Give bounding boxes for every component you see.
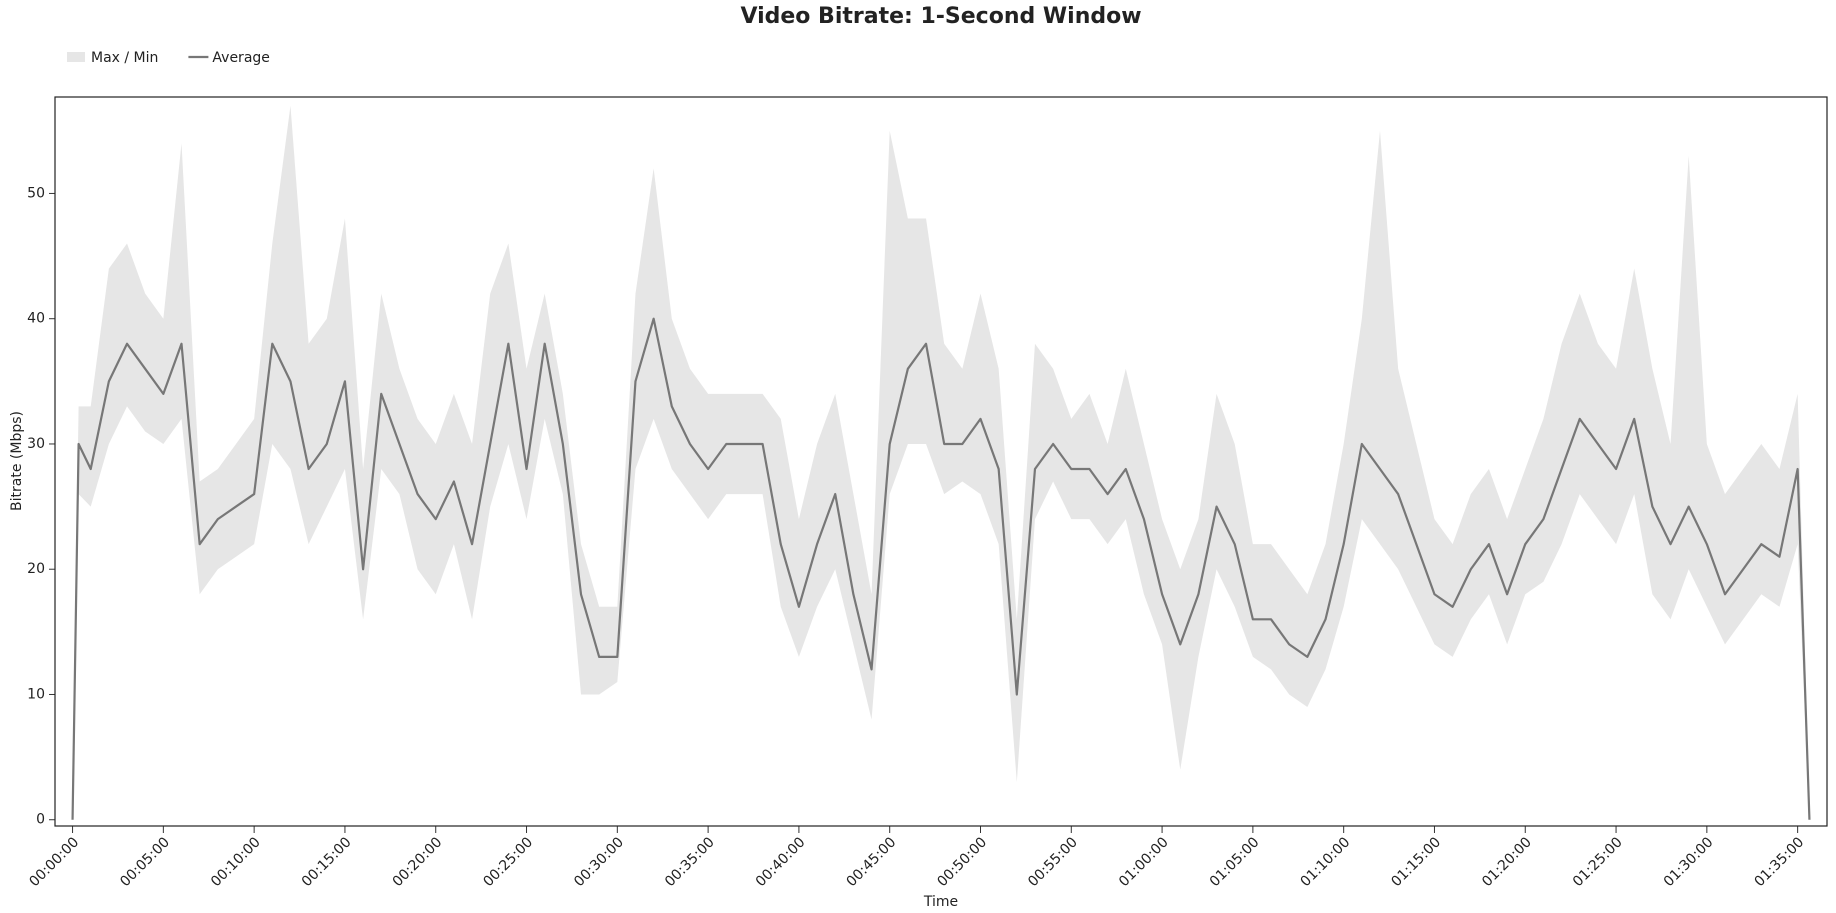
x-axis-label: Time [923, 894, 958, 910]
x-tick-label: 01:20:00 [1479, 834, 1535, 890]
x-tick-label: 01:35:00 [1752, 834, 1808, 890]
x-tick-label: 00:00:00 [26, 834, 82, 890]
x-tick-label: 00:45:00 [844, 834, 900, 890]
y-tick-label: 40 [27, 311, 45, 327]
y-tick-label: 50 [27, 185, 45, 201]
y-axis-label: Bitrate (Mbps) [9, 411, 25, 511]
x-tick-label: 00:20:00 [390, 834, 446, 890]
y-tick-label: 10 [27, 686, 45, 702]
legend-label: Average [212, 50, 270, 66]
x-tick-label: 01:30:00 [1661, 834, 1717, 890]
chart-title: Video Bitrate: 1-Second Window [740, 4, 1141, 29]
x-tick-label: 01:05:00 [1207, 834, 1263, 890]
x-tick-label: 01:00:00 [1116, 834, 1172, 890]
x-tick-label: 00:50:00 [934, 834, 990, 890]
x-tick-label: 00:30:00 [571, 834, 627, 890]
x-tick-label: 01:10:00 [1298, 834, 1354, 890]
y-tick-label: 0 [36, 812, 45, 828]
y-tick-label: 20 [27, 561, 45, 577]
x-tick-label: 01:15:00 [1388, 834, 1444, 890]
x-tick-label: 00:25:00 [480, 834, 536, 890]
legend-swatch [67, 52, 85, 62]
legend: Max / Min Average [67, 50, 270, 66]
average-line [71, 317, 1811, 820]
x-tick-label: 00:10:00 [208, 834, 264, 890]
y-tick-label: 30 [27, 436, 45, 452]
min-max-band [72, 105, 1810, 820]
x-tick-label: 00:15:00 [299, 834, 355, 890]
x-tick-label: 00:55:00 [1025, 834, 1081, 890]
legend-label: Max / Min [91, 50, 158, 66]
x-tick-label: 01:25:00 [1570, 834, 1626, 890]
plot-frame [54, 96, 1828, 827]
x-tick-label: 00:35:00 [662, 834, 718, 890]
x-tick-label: 00:05:00 [117, 834, 173, 890]
x-tick-label: 00:40:00 [753, 834, 809, 890]
